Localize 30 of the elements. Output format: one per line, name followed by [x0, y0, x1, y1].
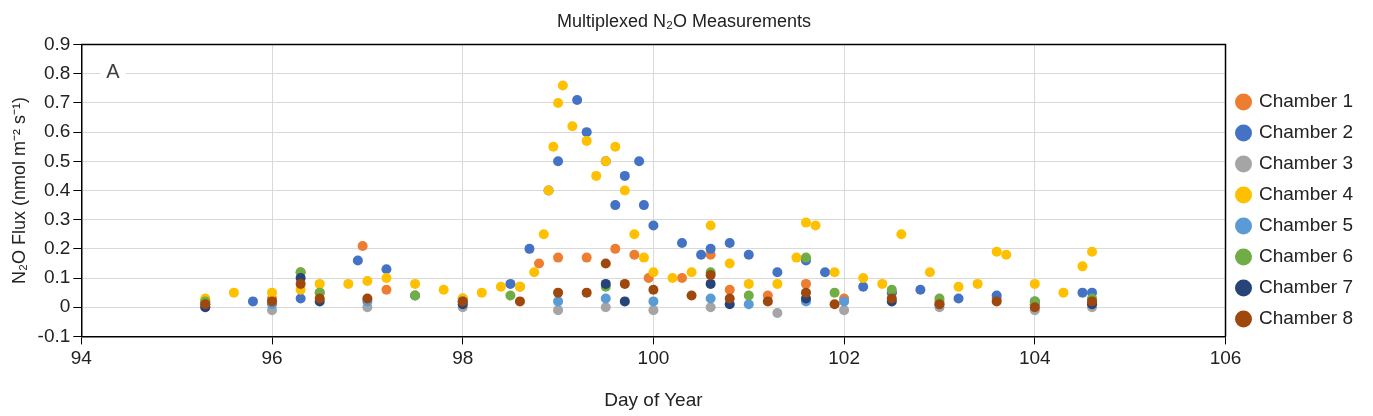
legend-label: Chamber 6	[1259, 245, 1354, 267]
x-tick-label: 106	[1209, 347, 1242, 369]
legend-label: Chamber 7	[1259, 276, 1354, 298]
y-tick-label: -0.1	[37, 324, 71, 346]
y-axis-title: N₂O Flux (nmol m⁻² s⁻¹)	[8, 97, 29, 284]
legend-label: Chamber 8	[1259, 307, 1354, 329]
legend-label: Chamber 4	[1259, 183, 1354, 205]
y-tick-label: 0.8	[43, 62, 71, 84]
y-tick-label: 0.1	[43, 266, 71, 288]
chart-title: Multiplexed N₂O Measurements	[556, 10, 812, 31]
legend-label: Chamber 3	[1259, 152, 1354, 174]
annotation: A	[106, 60, 121, 83]
legend-label: Chamber 2	[1259, 121, 1354, 143]
y-tick-label: 0.2	[43, 237, 71, 259]
x-axis-title: Day of Year	[604, 388, 704, 410]
y-tick-label: 0.5	[43, 149, 71, 171]
x-tick-label: 94	[70, 347, 93, 369]
x-tick-label: 96	[261, 347, 283, 369]
x-tick-label: 104	[1018, 347, 1052, 369]
x-tick-label: 98	[452, 347, 474, 369]
y-tick-label: 0.9	[43, 32, 71, 54]
legend-label: Chamber 5	[1259, 214, 1354, 236]
y-tick-label: 0.4	[43, 178, 71, 200]
x-tick-label: 100	[637, 347, 670, 369]
y-tick-label: 0.6	[43, 120, 71, 142]
y-tick-label: 0.3	[43, 207, 71, 229]
legend-label: Chamber 1	[1259, 90, 1354, 112]
y-tick-label: 0	[59, 295, 71, 317]
x-tick-label: 102	[828, 347, 860, 369]
y-tick-label: 0.7	[43, 91, 71, 113]
